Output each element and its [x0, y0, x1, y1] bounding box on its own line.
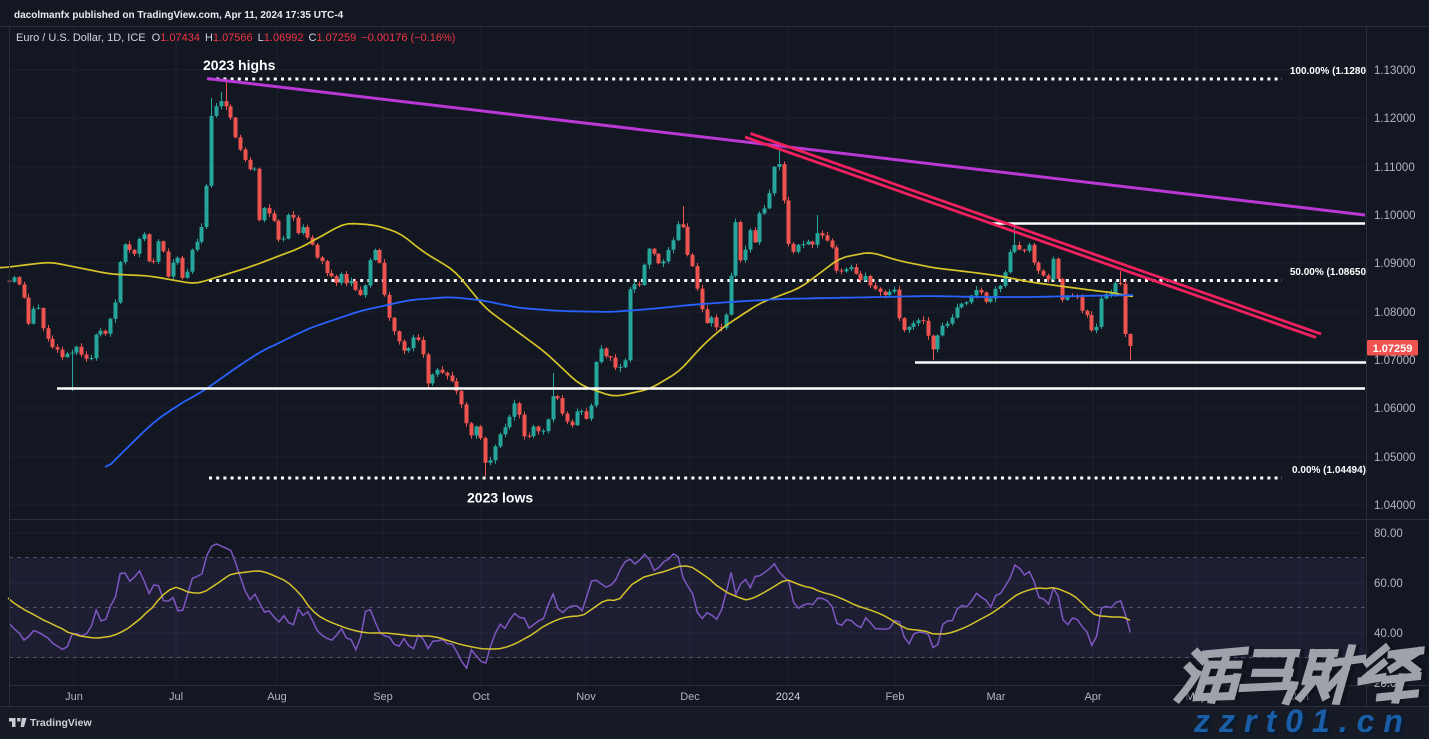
svg-text:zzrt01.cn: zzrt01.cn	[1193, 703, 1412, 739]
svg-text:Nov: Nov	[576, 691, 596, 703]
svg-text:1.04000: 1.04000	[1374, 500, 1416, 512]
svg-text:zzrt01.cn: zzrt01.cn	[1196, 705, 1415, 739]
svg-text:100.00% (1.1280: 100.00% (1.1280	[1290, 66, 1367, 77]
svg-text:1.09000: 1.09000	[1374, 258, 1416, 270]
svg-text:60.00: 60.00	[1374, 578, 1403, 590]
svg-text:Mar: Mar	[987, 691, 1006, 703]
svg-text:Oct: Oct	[472, 691, 489, 703]
svg-text:1.11000: 1.11000	[1374, 162, 1415, 174]
svg-text:1.08000: 1.08000	[1374, 307, 1416, 319]
svg-text:2023 highs: 2023 highs	[203, 57, 276, 73]
svg-text:dacolmanfx published on Tradin: dacolmanfx published on TradingView.com,…	[14, 10, 344, 21]
svg-text:50.00% (1.08650: 50.00% (1.08650	[1290, 267, 1367, 278]
svg-text:Aug: Aug	[267, 691, 287, 703]
svg-text:TradingView: TradingView	[30, 717, 92, 729]
svg-text:1.10000: 1.10000	[1374, 210, 1416, 222]
svg-text:Jul: Jul	[169, 691, 183, 703]
svg-text:1.07000: 1.07000	[1374, 355, 1416, 367]
svg-text:1.07259: 1.07259	[1373, 343, 1413, 355]
svg-text:2024: 2024	[776, 691, 800, 703]
svg-text:1.13000: 1.13000	[1374, 65, 1416, 77]
svg-text:Apr: Apr	[1084, 691, 1101, 703]
svg-text:40.00: 40.00	[1374, 628, 1403, 640]
svg-text:1.06000: 1.06000	[1374, 403, 1416, 415]
svg-text:Feb: Feb	[886, 691, 905, 703]
svg-text:Jun: Jun	[65, 691, 83, 703]
svg-text:1.12000: 1.12000	[1374, 113, 1416, 125]
svg-text:Sep: Sep	[373, 691, 393, 703]
svg-text:0.00% (1.04494): 0.00% (1.04494)	[1292, 465, 1366, 476]
svg-text:1.05000: 1.05000	[1374, 452, 1416, 464]
svg-text:80.00: 80.00	[1374, 528, 1403, 540]
svg-text:Dec: Dec	[680, 691, 700, 703]
svg-text:2023 lows: 2023 lows	[467, 490, 533, 506]
